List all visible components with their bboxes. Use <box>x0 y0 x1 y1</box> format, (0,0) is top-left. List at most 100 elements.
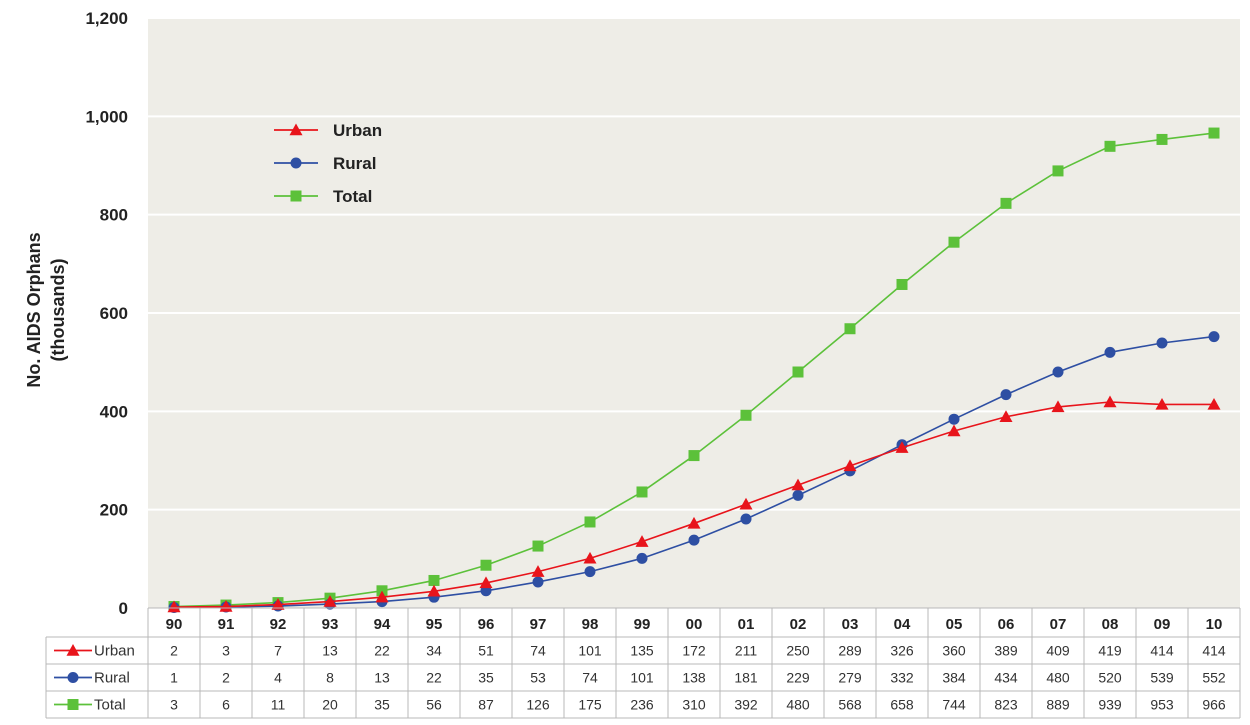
table-cell: 289 <box>838 643 862 659</box>
table-cell: 229 <box>786 670 810 686</box>
legend-label: Urban <box>333 121 382 140</box>
table-cell: 35 <box>478 670 494 686</box>
series-lines <box>167 127 1221 614</box>
data-point-urban <box>531 565 545 577</box>
table-cell: 539 <box>1150 670 1174 686</box>
table-cell: 172 <box>682 643 706 659</box>
table-cell: 332 <box>890 670 914 686</box>
x-tick-label: 04 <box>894 616 911 633</box>
table-cell: 966 <box>1202 697 1226 713</box>
data-point-total <box>428 574 440 586</box>
x-tick-label: 90 <box>166 616 183 633</box>
table-cell: 8 <box>326 670 334 686</box>
y-tick-label: 400 <box>100 402 128 421</box>
x-tick-label: 01 <box>738 616 755 633</box>
table-cell: 101 <box>630 670 654 686</box>
x-tick-label: 06 <box>998 616 1015 633</box>
data-point-total <box>1104 140 1116 152</box>
table-cell: 939 <box>1098 697 1122 713</box>
table-cell: 658 <box>890 697 914 713</box>
data-point-rural <box>584 566 596 578</box>
table-cell: 53 <box>530 670 546 686</box>
legend-marker-urban <box>289 123 303 136</box>
table-cell: 250 <box>786 643 810 659</box>
table-cell: 389 <box>994 643 1018 659</box>
x-tick-label: 00 <box>686 616 703 633</box>
table-cell: 279 <box>838 670 862 686</box>
data-point-total <box>1208 127 1220 139</box>
data-point-urban <box>687 516 701 529</box>
table-cell: 34 <box>426 643 442 659</box>
table-cell: 35 <box>374 697 390 713</box>
data-point-rural <box>948 413 960 425</box>
data-point-rural <box>688 534 700 546</box>
table-cell: 2 <box>170 643 178 659</box>
table-cell: 211 <box>735 643 758 659</box>
table-cell: 568 <box>838 697 862 713</box>
data-point-rural <box>792 489 804 501</box>
table-cell: 74 <box>530 643 546 659</box>
x-tick-label: 09 <box>1154 616 1171 633</box>
row-legend-marker-urban <box>66 644 80 656</box>
data-point-rural <box>1000 389 1012 401</box>
table-row-label: Total <box>94 697 126 714</box>
data-point-total <box>844 323 856 335</box>
data-point-rural <box>532 576 544 588</box>
x-tick-label: 96 <box>478 616 495 633</box>
table-cell: 326 <box>890 643 914 659</box>
table-cell: 138 <box>682 670 706 686</box>
x-tick-label: 91 <box>218 616 235 633</box>
table-row-label: Urban <box>94 643 135 660</box>
table-cell: 51 <box>478 643 494 659</box>
table-cell: 13 <box>322 643 338 659</box>
x-tick-label: 05 <box>946 616 963 633</box>
x-tick-label: 97 <box>530 616 547 633</box>
data-point-total <box>532 540 544 552</box>
y-tick-label: 0 <box>119 599 128 618</box>
table-cell: 7 <box>274 643 282 659</box>
legend-item-total: Total <box>274 187 372 206</box>
table-cell: 310 <box>682 697 706 713</box>
table-cell: 360 <box>942 643 966 659</box>
data-point-urban <box>323 595 337 607</box>
data-point-urban <box>1207 397 1221 410</box>
table-row-urban: Urban 2 3 7 13 22 34 51 74 101 135 172 211 250 289 326 3… <box>54 643 1226 660</box>
legend: Urban Rural Total <box>274 121 382 206</box>
x-tick-label: 92 <box>270 616 287 633</box>
data-point-rural <box>636 552 648 564</box>
data-point-total <box>636 486 648 498</box>
table-cell: 434 <box>994 670 1018 686</box>
x-tick-label: 10 <box>1206 616 1223 633</box>
x-tick-label: 99 <box>634 616 651 633</box>
data-point-urban <box>1155 397 1169 410</box>
table-cell: 419 <box>1098 643 1122 659</box>
table-cell: 4 <box>274 670 282 686</box>
data-point-total <box>1052 165 1064 177</box>
data-point-urban <box>375 590 389 603</box>
y-axis-ticks: 0 200 400 600 800 1,000 1,200 <box>85 9 128 618</box>
data-point-urban <box>635 535 649 547</box>
y-tick-label: 1,000 <box>85 107 128 126</box>
data-point-urban <box>843 459 857 472</box>
table-cell: 126 <box>526 697 550 713</box>
y-tick-label: 800 <box>100 206 128 225</box>
data-point-urban <box>271 598 285 610</box>
table-cell: 135 <box>630 643 654 659</box>
data-point-total <box>792 366 804 378</box>
data-point-urban <box>427 584 441 597</box>
table-cell: 6 <box>222 697 230 713</box>
x-tick-label: 98 <box>582 616 599 633</box>
table-cell: 889 <box>1046 697 1070 713</box>
table-cell: 56 <box>426 697 442 713</box>
data-point-total <box>1156 133 1168 145</box>
table-cell: 22 <box>426 670 442 686</box>
table-cell: 409 <box>1046 643 1070 659</box>
y-tick-label: 600 <box>100 304 128 323</box>
table-cell: 236 <box>630 697 654 713</box>
table-cell: 3 <box>222 643 230 659</box>
data-point-urban <box>999 410 1013 422</box>
data-point-total <box>740 409 752 421</box>
table-cell: 392 <box>734 697 758 713</box>
